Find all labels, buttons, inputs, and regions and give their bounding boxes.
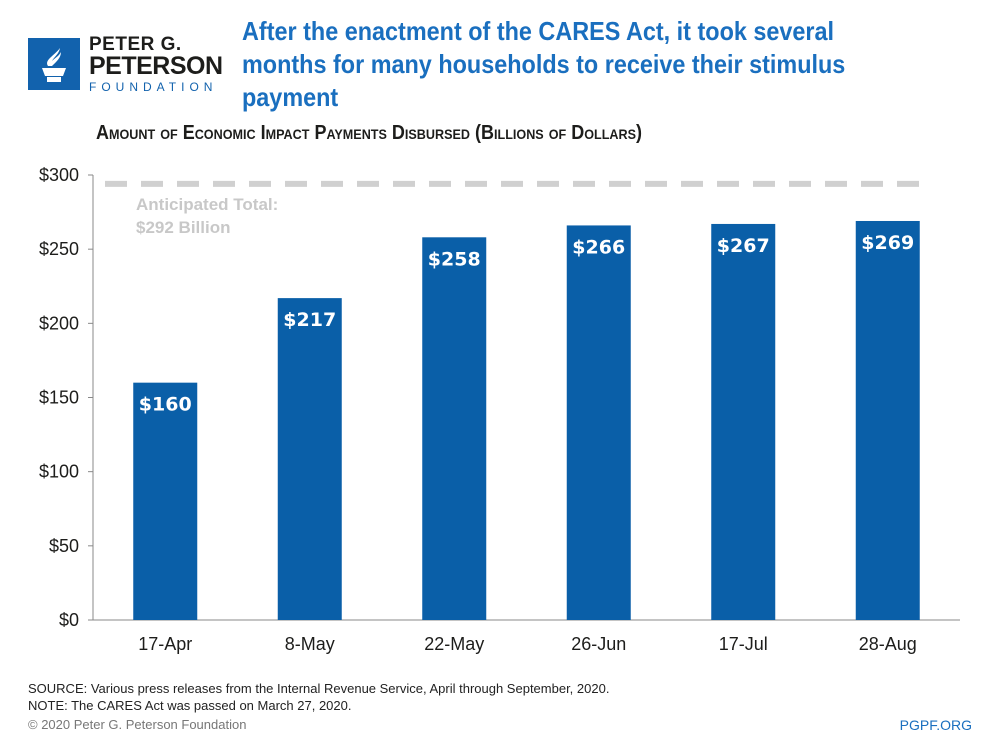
data-label: $269 (861, 232, 914, 254)
bar-26-Jun (566, 225, 631, 620)
x-tick-label: 26-Jun (571, 634, 626, 654)
reference-label-line2: $292 Billion (136, 218, 230, 237)
bar-28-Aug (855, 220, 920, 620)
y-tick-label: $300 (39, 165, 79, 185)
y-tick-label: $100 (39, 462, 79, 482)
site-link[interactable]: PGPF.ORG (899, 717, 972, 733)
data-label: $267 (717, 235, 770, 257)
data-label: $258 (428, 248, 481, 270)
reference-label-line1: Anticipated Total: (136, 195, 278, 214)
copyright: © 2020 Peter G. Peterson Foundation (28, 717, 247, 732)
y-tick-label: $150 (39, 388, 79, 408)
y-tick-label: $200 (39, 313, 79, 333)
chart-title: After the enactment of the CARES Act, it… (242, 16, 846, 112)
x-tick-label: 17-Apr (138, 634, 192, 654)
y-tick-label: $50 (49, 536, 79, 556)
logo-line2: PETERSON (89, 52, 223, 80)
chart-subtitle: Amount of Economic Impact Payments Disbu… (96, 122, 643, 144)
y-tick-label: $0 (59, 610, 79, 630)
data-label: $266 (572, 236, 625, 258)
logo: PETER G. PETERSON FOUNDATION (28, 35, 223, 93)
torch-icon (28, 38, 80, 90)
bar-22-May (422, 237, 487, 621)
x-tick-label: 8-May (285, 634, 335, 654)
logo-line3: FOUNDATION (89, 80, 218, 94)
x-tick-label: 17-Jul (719, 634, 768, 654)
data-label: $160 (139, 394, 192, 416)
bar-8-May (277, 298, 342, 620)
data-label: $217 (283, 309, 336, 331)
x-tick-label: 28-Aug (859, 634, 917, 654)
source-note: SOURCE: Various press releases from the … (28, 681, 610, 696)
bar-17-Apr (133, 382, 198, 620)
bar-17-Jul (711, 223, 776, 620)
logo-line1: PETER G. (89, 34, 182, 55)
x-tick-label: 22-May (424, 634, 484, 654)
note: NOTE: The CARES Act was passed on March … (28, 698, 352, 713)
y-tick-label: $250 (39, 239, 79, 259)
